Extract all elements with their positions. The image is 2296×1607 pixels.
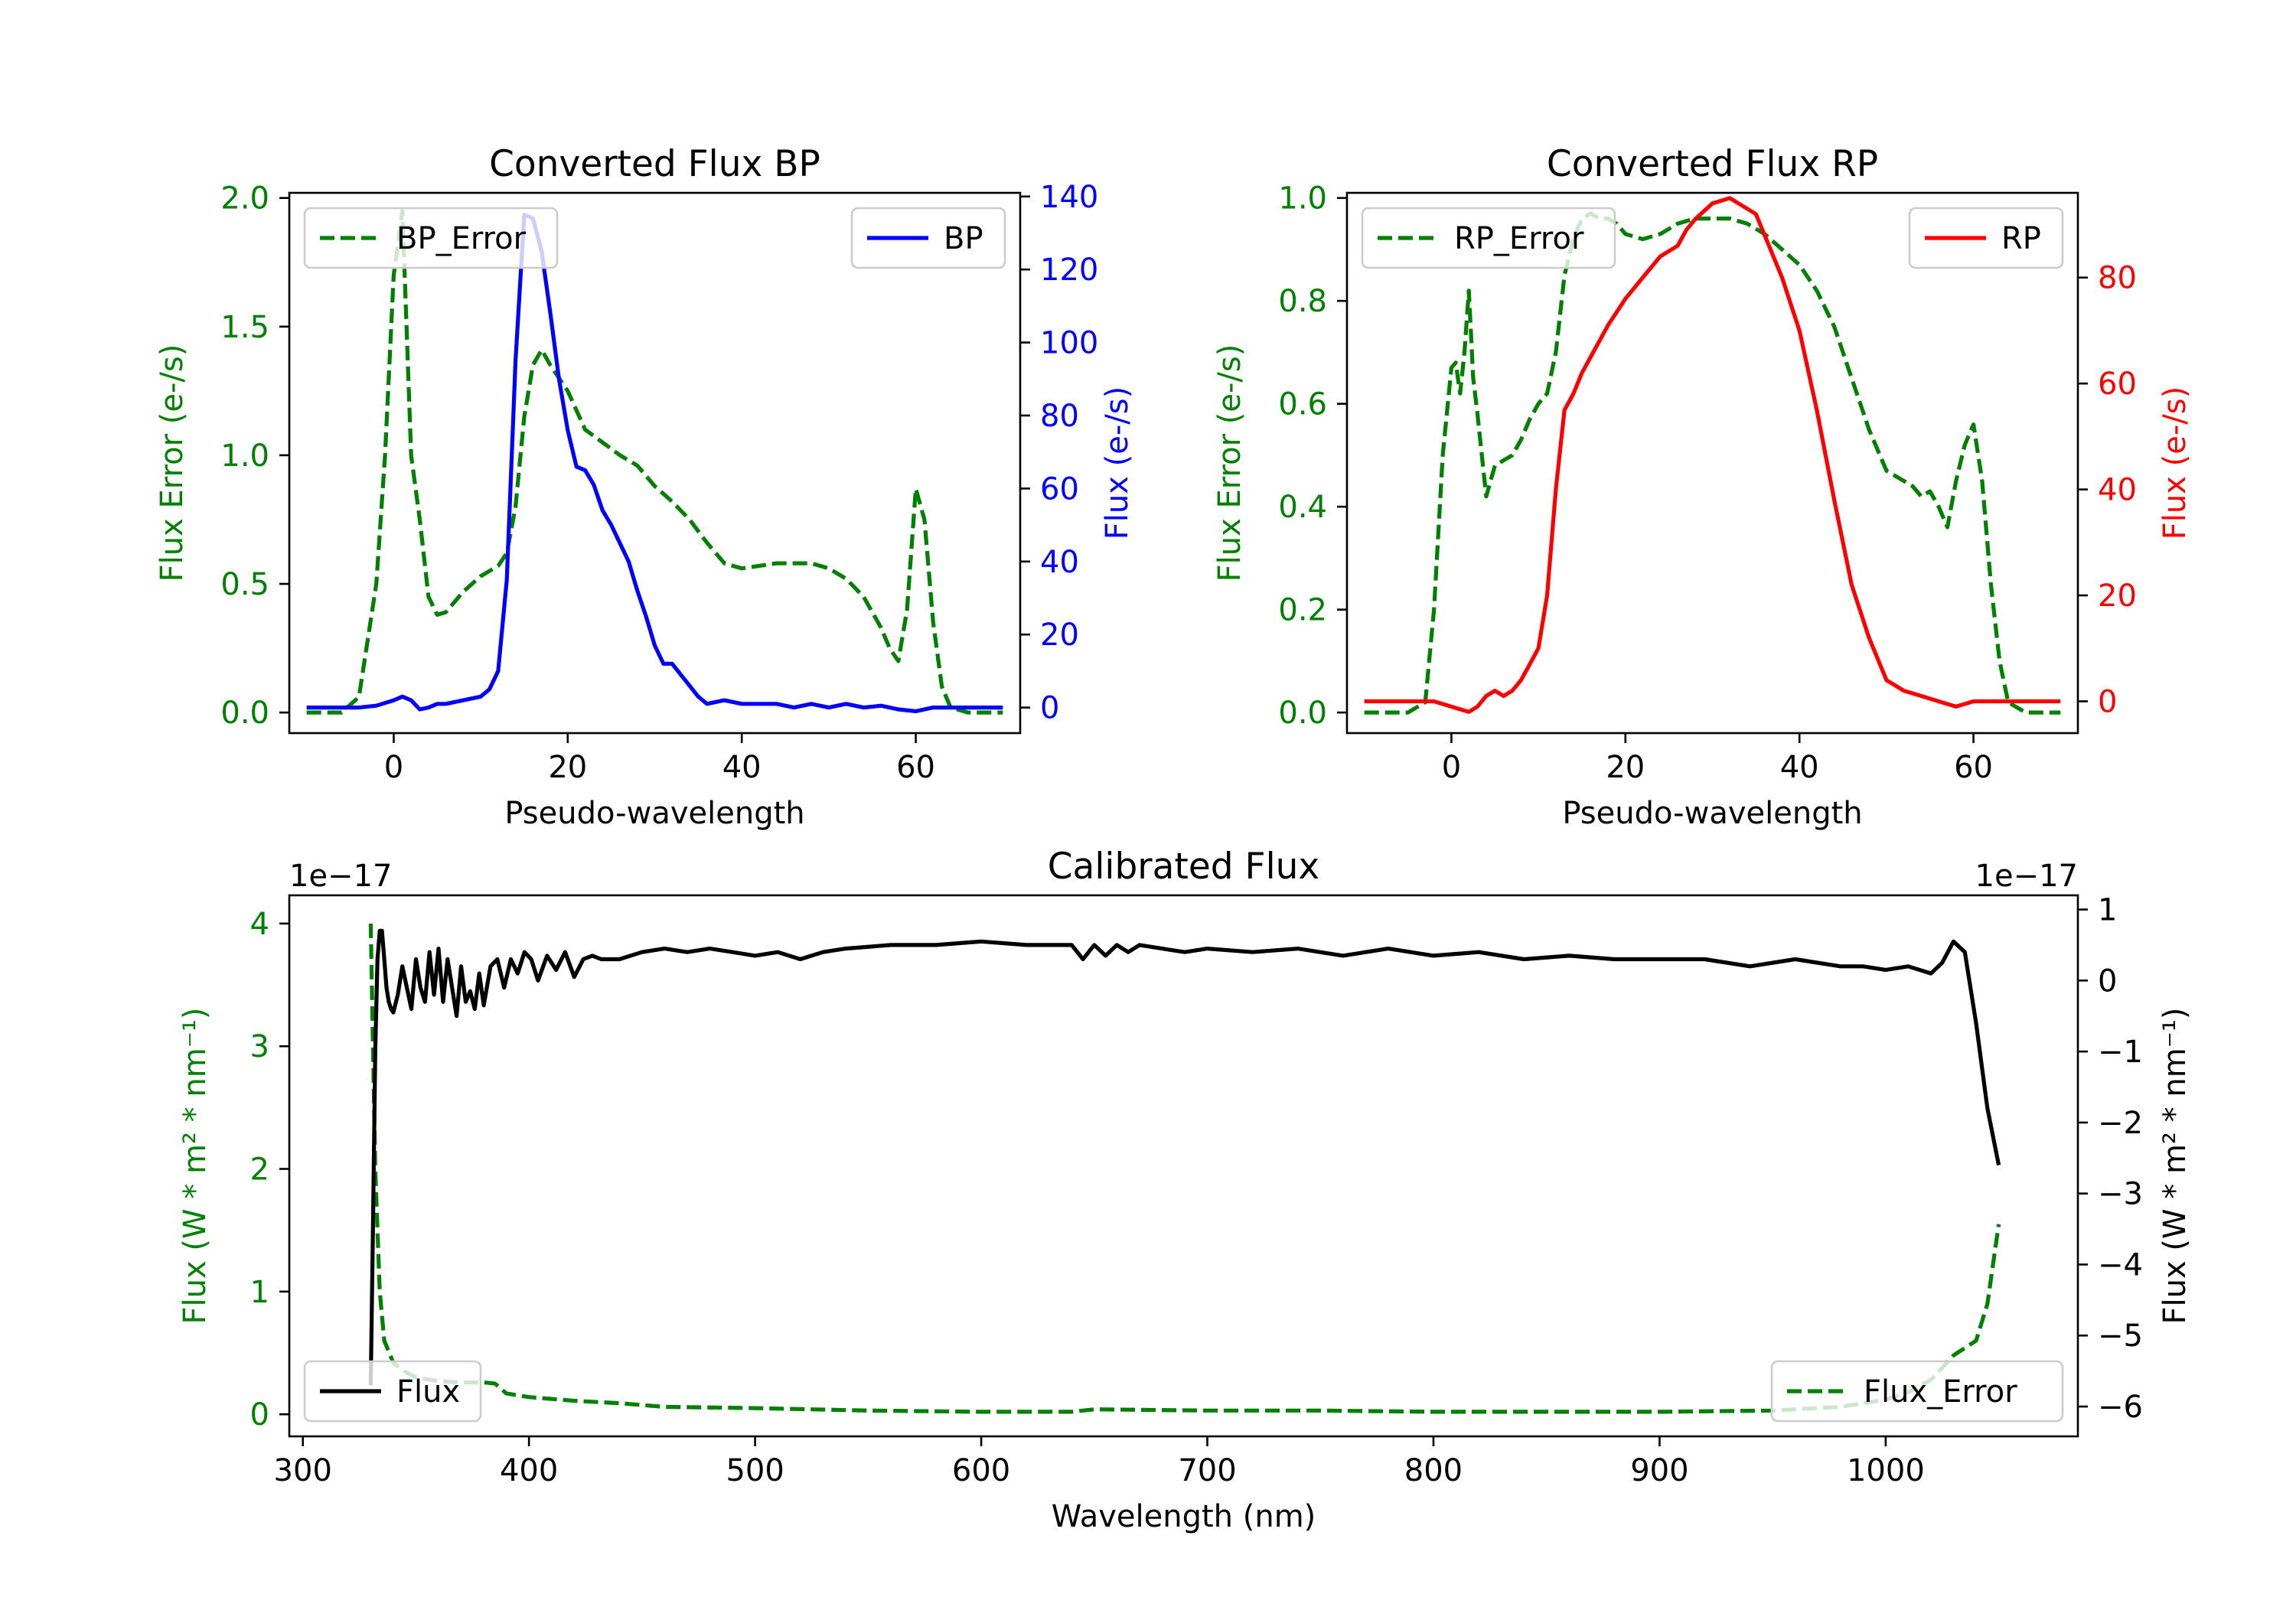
legend-label: RP [2001,221,2041,256]
x-axis-label: Pseudo-wavelength [1562,796,1862,831]
panels: Converted Flux BP0 20 40 60Pseudo-wavelengt… [155,143,2193,1534]
y-left-tick-label: 0.0 [220,696,269,731]
y-right-tick-label: 0 [2098,963,2117,999]
y-right-tick-label: 60 [2098,367,2137,402]
y-right-tick-label: 40 [2098,473,2137,508]
legend-bp-error: BP_Error [303,207,559,269]
chart-title: Converted Flux BP [489,143,820,185]
y-left-axis-label: Flux Error (e-/s) [1212,344,1247,582]
x-tick-label: 20 [548,750,587,785]
legend-rp: RP [1908,207,2064,269]
y-right-axis-label: Flux (W * m² * nm⁻¹) [2157,1008,2193,1325]
chart-rp: Converted Flux RP 0 20 40 60 Pseudo-wavelengt… [1212,143,2193,831]
y-left-tick-label: 2.0 [220,181,269,217]
y-right-tick-label: 0 [1040,691,1059,726]
x-tick-label: 1000 [1847,1453,1925,1488]
x-tick-label: 40 [1780,750,1819,785]
x-tick-label: 0 [1442,750,1461,785]
y-left-tick-label: 1.5 [220,310,269,345]
chart-bp: Converted Flux BP 0 20 40 60 Pseudo-wavelengt… [155,143,1135,831]
y-right-tick-label: 60 [1040,471,1079,507]
y-right-tick-label: 80 [1040,399,1079,434]
series-line-bp-error [306,208,1003,715]
y-left-tick-label: 0.8 [1278,284,1327,319]
y-left-tick-label: 1 [250,1275,269,1310]
legend-label: Flux [396,1374,460,1410]
legend-box [303,207,559,269]
y-right-axis-label: Flux (e-/s) [1100,386,1135,539]
y-left-offset-label: 1e−17 [289,859,392,894]
legend-box [303,1360,482,1423]
x-tick-label: 900 [1630,1453,1688,1488]
legend-flux-error: Flux_Error [1770,1360,2064,1423]
x-tick-label: 300 [274,1453,332,1488]
series-line-rp [1364,196,2061,714]
x-tick-label: 60 [1954,750,1993,785]
y-left-axis-label: Flux Error (e-/s) [155,344,190,582]
legend-label: RP_Error [1454,221,1584,256]
x-tick-label: 40 [722,750,762,785]
y-left-axis-label: Flux (W * m² * nm⁻¹) [178,1008,213,1325]
y-left-tick-label: 0.0 [1278,696,1327,731]
y-left-tick-label: 0.2 [1278,593,1327,628]
series-line-bp [306,213,1003,713]
legend-label: BP_Error [396,221,527,256]
plot-frame [1345,191,2079,735]
legend-box [1361,207,1616,269]
y-left-tick-label: 1.0 [220,438,269,474]
y-right-tick-label: −2 [2098,1106,2143,1141]
y-right-tick-label: 40 [1040,545,1079,580]
y-right-tick-label: −5 [2098,1319,2143,1354]
y-left-tick-label: 1.0 [1278,181,1327,217]
legend-label: Flux_Error [1864,1374,2017,1410]
legend-rp-error: RP_Error [1361,207,1616,269]
plot-frame [288,894,2079,1438]
y-left-tick-label: 0.4 [1278,490,1327,525]
legend-flux: Flux [303,1360,482,1423]
y-right-tick-label: 100 [1040,326,1098,361]
series-line-rp-error [1364,211,2061,715]
y-right-axis-label: Flux (e-/s) [2157,386,2193,539]
y-right-tick-label: 0 [2098,684,2117,719]
x-axis-label: Pseudo-wavelength [504,796,804,831]
y-right-tick-label: 20 [1040,618,1079,653]
y-right-tick-label: 20 [2098,579,2137,614]
x-axis-label: Wavelength (nm) [1052,1499,1316,1534]
y-left-tick-label: 0.6 [1278,387,1327,422]
y-left-tick-label: 4 [250,907,269,942]
y-right-tick-label: −1 [2098,1035,2143,1070]
y-right-tick-label: −3 [2098,1177,2143,1212]
y-left-tick-label: 3 [250,1029,269,1064]
x-tick-label: 20 [1606,750,1645,785]
y-right-offset-label: 1e−17 [1975,859,2078,894]
chart-title: Calibrated Flux [1048,846,1320,888]
y-right-tick-label: 140 [1040,180,1098,215]
y-right-tick-label: 1 [2098,893,2117,928]
y-right-tick-label: 80 [2098,261,2137,296]
x-tick-label: 800 [1404,1453,1463,1488]
legend-label: BP [944,221,983,256]
y-right-tick-label: −6 [2098,1390,2143,1425]
x-tick-label: 700 [1178,1453,1236,1488]
chart-title: Converted Flux RP [1547,143,1878,185]
y-right-tick-label: −4 [2098,1247,2143,1283]
plot-frame [288,191,1022,735]
y-left-tick-label: 2 [250,1152,269,1188]
y-left-tick-label: 0 [250,1397,269,1433]
x-tick-label: 400 [500,1453,558,1488]
x-tick-label: 60 [896,750,935,785]
legend-bp: BP [850,207,1006,269]
legend-box [1770,1360,2064,1423]
y-left-tick-label: 0.5 [220,567,269,602]
series-line-flux [368,928,2001,1386]
x-tick-label: 600 [952,1453,1010,1488]
y-right-tick-label: 120 [1040,253,1098,288]
x-tick-label: 500 [726,1453,784,1488]
x-tick-label: 0 [384,750,403,785]
